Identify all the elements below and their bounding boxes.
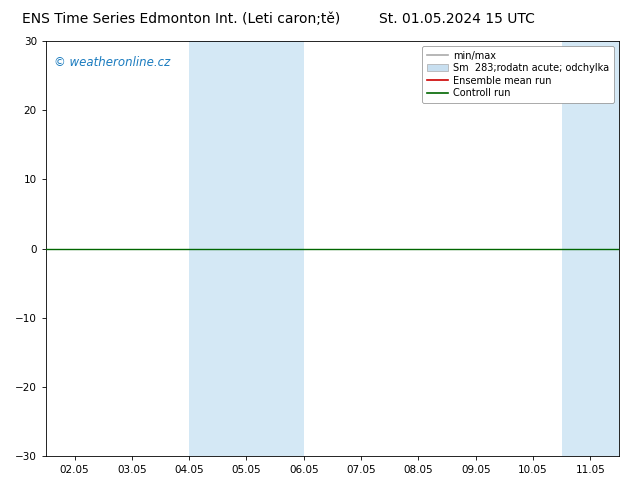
Bar [562,41,619,456]
Text: ENS Time Series Edmonton Int. (Leti caron;tě): ENS Time Series Edmonton Int. (Leti caro… [22,12,340,26]
Bar [189,41,304,456]
Text: St. 01.05.2024 15 UTC: St. 01.05.2024 15 UTC [378,12,534,26]
Legend: min/max, Sm  283;rodatn acute; odchylka, Ensemble mean run, Controll run: min/max, Sm 283;rodatn acute; odchylka, … [422,46,614,103]
Text: © weatheronline.cz: © weatheronline.cz [55,55,171,69]
